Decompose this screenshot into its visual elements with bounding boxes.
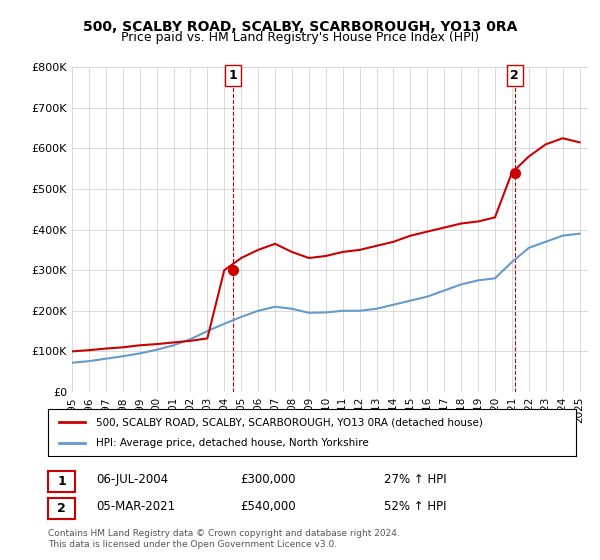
Text: 1: 1 [57,475,66,488]
Text: 06-JUL-2004: 06-JUL-2004 [96,473,168,487]
Text: £540,000: £540,000 [240,500,296,514]
Text: Contains HM Land Registry data © Crown copyright and database right 2024.
This d: Contains HM Land Registry data © Crown c… [48,529,400,549]
Text: HPI: Average price, detached house, North Yorkshire: HPI: Average price, detached house, Nort… [95,438,368,448]
Text: 500, SCALBY ROAD, SCALBY, SCARBOROUGH, YO13 0RA: 500, SCALBY ROAD, SCALBY, SCARBOROUGH, Y… [83,20,517,34]
Text: Price paid vs. HM Land Registry's House Price Index (HPI): Price paid vs. HM Land Registry's House … [121,31,479,44]
Text: 27% ↑ HPI: 27% ↑ HPI [384,473,446,487]
Text: 2: 2 [57,502,66,515]
Text: £300,000: £300,000 [240,473,296,487]
Text: 500, SCALBY ROAD, SCALBY, SCARBOROUGH, YO13 0RA (detached house): 500, SCALBY ROAD, SCALBY, SCARBOROUGH, Y… [95,417,482,427]
Text: 1: 1 [229,69,237,82]
Text: 05-MAR-2021: 05-MAR-2021 [96,500,175,514]
Text: 2: 2 [511,69,519,82]
Text: 52% ↑ HPI: 52% ↑ HPI [384,500,446,514]
